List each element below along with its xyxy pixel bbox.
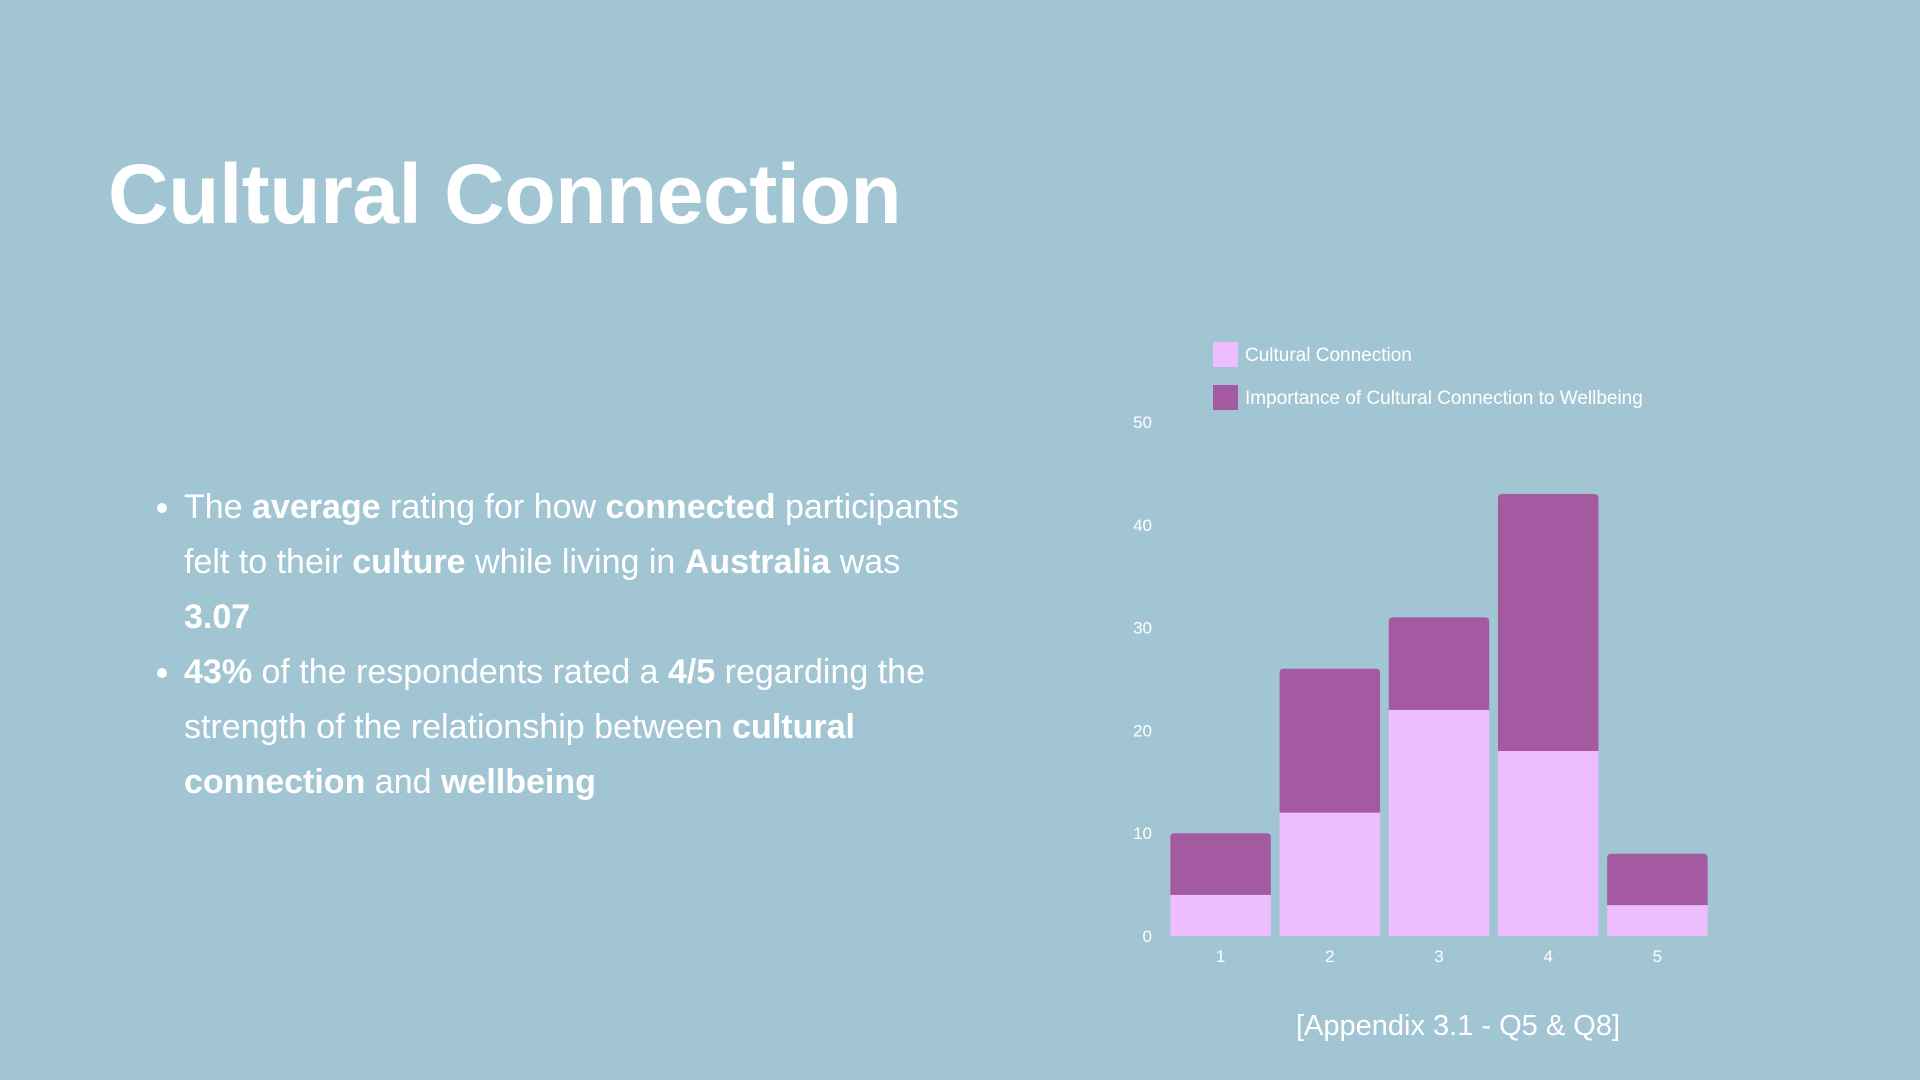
bar-segment-cultural-connection — [1497, 750, 1599, 936]
bullet-text: regarding the strength of the relationsh… — [184, 653, 925, 746]
bullet-emphasis: connected — [605, 488, 776, 526]
bar-segment-importance — [1279, 668, 1381, 813]
y-tick-label: 40 — [1133, 516, 1152, 535]
x-tick-label: 1 — [1216, 947, 1225, 966]
bullet-text: of the respondents rated a — [252, 653, 668, 691]
x-tick-label: 2 — [1325, 947, 1334, 966]
bullet-item: The average rating for how connected par… — [184, 480, 974, 645]
x-tick-label: 5 — [1653, 947, 1662, 966]
bullet-emphasis: cultural connection — [184, 708, 855, 801]
legend-swatch — [1213, 385, 1238, 410]
y-tick-label: 20 — [1133, 721, 1152, 740]
bullet-text: The — [184, 488, 253, 526]
bullet-text: and — [365, 763, 441, 801]
bullet-item: 43% of the respondents rated a 4/5 regar… — [184, 645, 974, 810]
slide-title: Cultural Connection — [108, 147, 902, 241]
bars — [1170, 493, 1708, 936]
legend-label: Importance of Cultural Connection to Wel… — [1245, 388, 1643, 409]
bar-segment-cultural-connection — [1607, 905, 1708, 936]
x-tick-label: 4 — [1543, 947, 1552, 966]
bullet-emphasis: average — [252, 488, 381, 526]
y-axis: 0 10 20 30 40 50 — [1133, 413, 1152, 946]
bullet-emphasis: wellbeing — [440, 763, 596, 801]
appendix-reference: [Appendix 3.1 - Q5 & Q8] — [1296, 1010, 1621, 1042]
bullet-emphasis: 43% — [184, 653, 253, 691]
y-tick-label: 10 — [1133, 824, 1152, 843]
bar-segment-cultural-connection — [1388, 709, 1490, 936]
bullet-emphasis: Australia — [684, 543, 831, 581]
chart-legend: Cultural Connection Importance of Cultura… — [1213, 342, 1643, 410]
y-tick-label: 50 — [1133, 413, 1152, 432]
y-tick-label: 0 — [1143, 927, 1152, 946]
bullet-emphasis: 4/5 — [667, 653, 716, 691]
y-tick-label: 30 — [1133, 619, 1152, 638]
bar-segment-cultural-connection — [1170, 894, 1271, 936]
legend-swatch — [1213, 342, 1238, 367]
x-tick-label: 3 — [1434, 947, 1443, 966]
bar-segment-importance — [1607, 853, 1708, 906]
bullet-text: rating for how — [380, 488, 606, 526]
bullet-text: was — [830, 543, 901, 581]
bar-segment-importance — [1388, 617, 1490, 710]
bar-segment-importance — [1170, 833, 1271, 895]
legend-label: Cultural Connection — [1245, 345, 1412, 366]
bar-segment-cultural-connection — [1279, 812, 1381, 936]
bullet-text: participants felt to their — [184, 488, 959, 581]
bullet-emphasis: 3.07 — [184, 598, 251, 636]
x-axis: 1 2 3 4 5 — [1216, 947, 1662, 966]
bullet-emphasis: culture — [352, 543, 466, 581]
bar-segment-importance — [1497, 493, 1599, 751]
bullet-list: The average rating for how connected par… — [150, 480, 974, 810]
bullet-text: while living in — [465, 543, 685, 581]
